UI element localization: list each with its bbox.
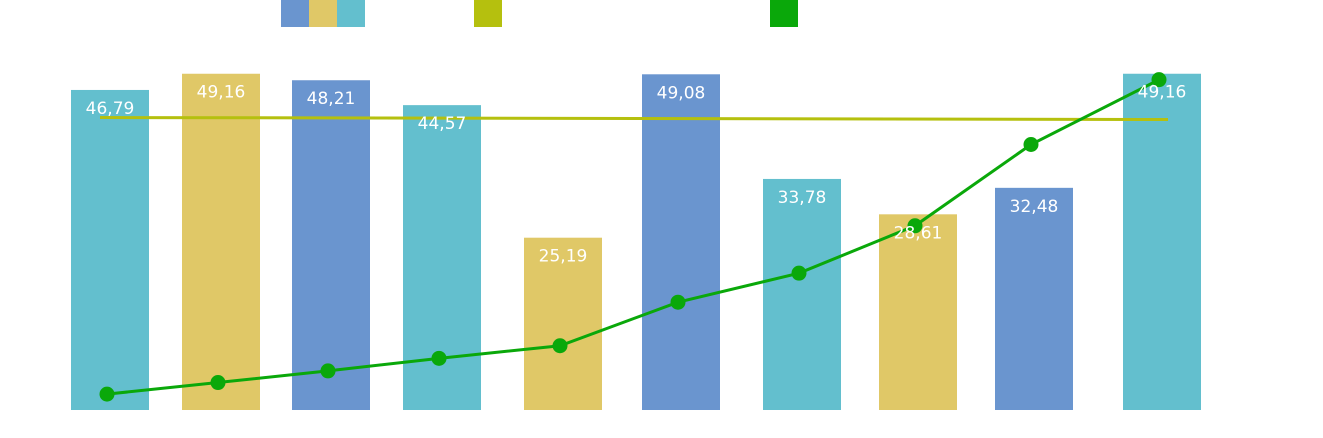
bar-value-label: 49,16 (197, 83, 246, 103)
legend (281, 0, 798, 27)
reference-line (99, 116, 1169, 122)
bar-value-label: 25,19 (539, 247, 588, 267)
bar-value-label: 46,79 (86, 99, 135, 119)
legend-swatch (770, 0, 798, 27)
bar-value-label: 28,61 (894, 223, 943, 243)
bar (292, 80, 370, 411)
bar-value-label: 49,16 (1138, 83, 1187, 103)
legend-swatch (309, 0, 337, 27)
bar (1123, 73, 1201, 410)
bar-value-label: 33,78 (778, 188, 827, 208)
cumulative-point (210, 375, 226, 391)
legend-swatch (474, 0, 502, 27)
bar-value-label: 48,21 (307, 89, 356, 109)
bars (71, 73, 1201, 411)
cumulative-point (907, 218, 923, 234)
bar (524, 237, 602, 410)
cumulative-point (1151, 72, 1167, 88)
cumulative-point (99, 386, 115, 402)
cumulative-point (552, 338, 568, 354)
legend-swatch (281, 0, 309, 27)
cumulative-point (431, 350, 447, 366)
legend-swatch (337, 0, 365, 27)
bar (995, 187, 1073, 410)
bar-value-label: 32,48 (1010, 197, 1059, 217)
bar-value-labels: 46,79 49,16 48,21 44,57 25,19 49,08 33,78 28,61… (86, 83, 1187, 267)
bar (642, 74, 720, 411)
bar (182, 73, 260, 410)
bar (879, 214, 957, 410)
bar-value-label: 44,57 (418, 114, 467, 134)
cumulative-line-path (106, 78, 1160, 396)
bar (763, 178, 841, 410)
reference-line-path (99, 116, 1169, 122)
bar-value-label: 49,08 (657, 83, 706, 103)
cumulative-line (99, 72, 1167, 402)
cumulative-point (670, 294, 686, 310)
bar (71, 89, 149, 411)
cumulative-point (1023, 136, 1039, 152)
cumulative-point (320, 363, 336, 379)
cumulative-point (791, 265, 807, 281)
